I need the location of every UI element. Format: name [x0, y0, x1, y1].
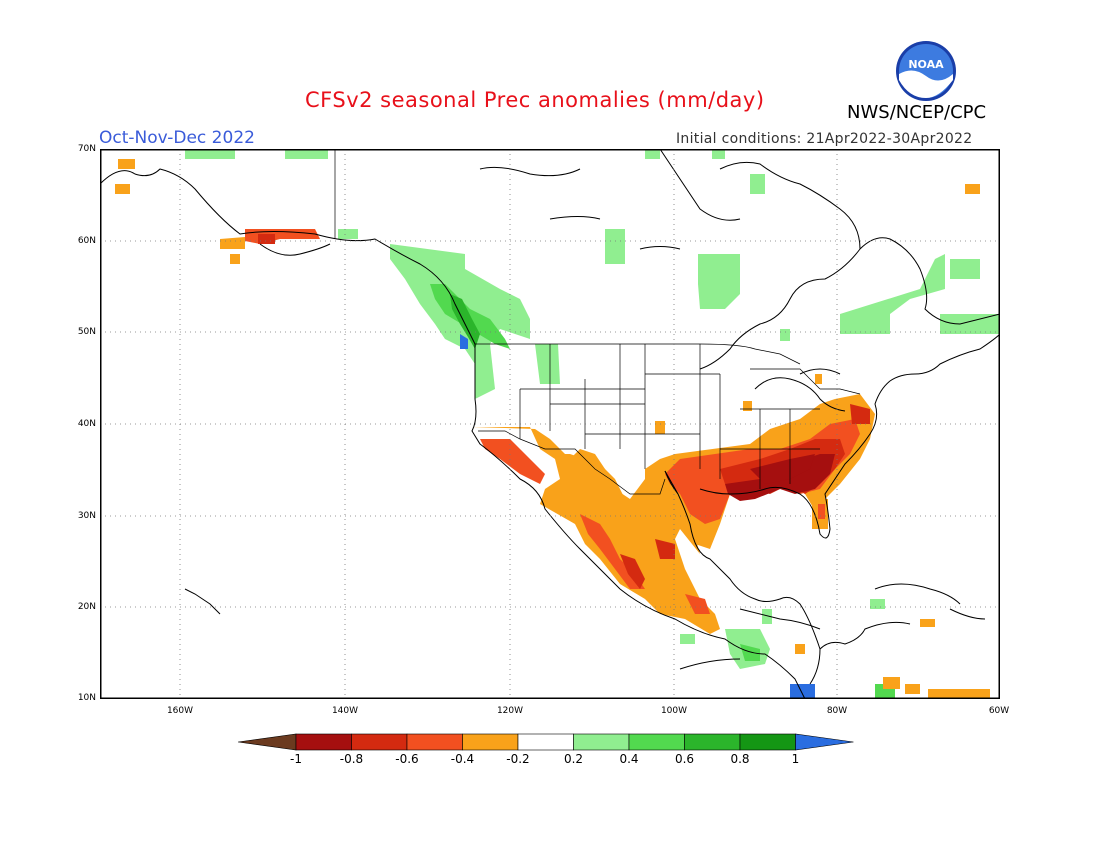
colorbar-swatch: [517, 733, 574, 751]
colorbar-tick-label: 1: [791, 752, 800, 766]
lat-label-70n: 70N: [77, 144, 96, 154]
colorbar-tick-label: 0.6: [674, 752, 695, 766]
colorbar-swatch: [462, 733, 519, 751]
lat-label-60n: 60N: [77, 236, 96, 246]
lon-label-100w: 100W: [660, 706, 688, 716]
lat-label-40n: 40N: [77, 419, 96, 429]
colorbar-swatch: [406, 733, 463, 751]
lon-label-160w: 160W: [166, 706, 194, 716]
colorbar-tick-label: -1: [290, 752, 302, 766]
colorbar-swatch: [739, 733, 796, 751]
precipitation-anomaly-map: [100, 149, 1000, 699]
colorbar-tick-label: 0.4: [619, 752, 639, 766]
colorbar: [238, 733, 854, 751]
colorbar-tick-label: -0.4: [450, 752, 475, 766]
wet-anomaly-areas: [185, 149, 1000, 699]
lat-label-10n: 10N: [77, 693, 96, 703]
graticule: [100, 149, 1000, 699]
map-title: CFSv2 seasonal Prec anomalies (mm/day): [305, 88, 765, 112]
lat-label-30n: 30N: [77, 511, 96, 521]
colorbar-swatch: [295, 733, 352, 751]
lat-label-20n: 20N: [77, 602, 96, 612]
lat-label-50n: 50N: [77, 327, 96, 337]
season-label: Oct-Nov-Dec 2022: [99, 128, 255, 148]
coastlines: [100, 149, 1000, 699]
political-borders: [334, 149, 861, 495]
colorbar-tick-label: -0.6: [395, 752, 419, 766]
lon-label-140w: 140W: [331, 706, 359, 716]
initial-conditions-label: Initial conditions: 21Apr2022-30Apr2022: [676, 131, 973, 147]
colorbar-tick-label: 0.2: [563, 752, 584, 766]
lon-label-60w: 60W: [988, 706, 1010, 716]
noaa-logo: NOAA: [896, 41, 956, 101]
colorbar-swatch: [795, 733, 854, 751]
agency-label: NWS/NCEP/CPC: [847, 102, 987, 123]
colorbar-tick-label: -0.8: [339, 752, 364, 766]
lon-label-120w: 120W: [496, 706, 524, 716]
map-frame: [100, 149, 1000, 699]
colorbar-swatch: [573, 733, 630, 751]
noaa-logo-text: NOAA: [908, 58, 944, 71]
colorbar-swatch: [351, 733, 408, 751]
colorbar-tick-label: 0.8: [730, 752, 750, 766]
lon-label-80w: 80W: [826, 706, 848, 716]
colorbar-swatch: [238, 733, 297, 751]
colorbar-tick-label: -0.2: [506, 752, 530, 766]
colorbar-swatch: [628, 733, 685, 751]
colorbar-swatch: [684, 733, 741, 751]
